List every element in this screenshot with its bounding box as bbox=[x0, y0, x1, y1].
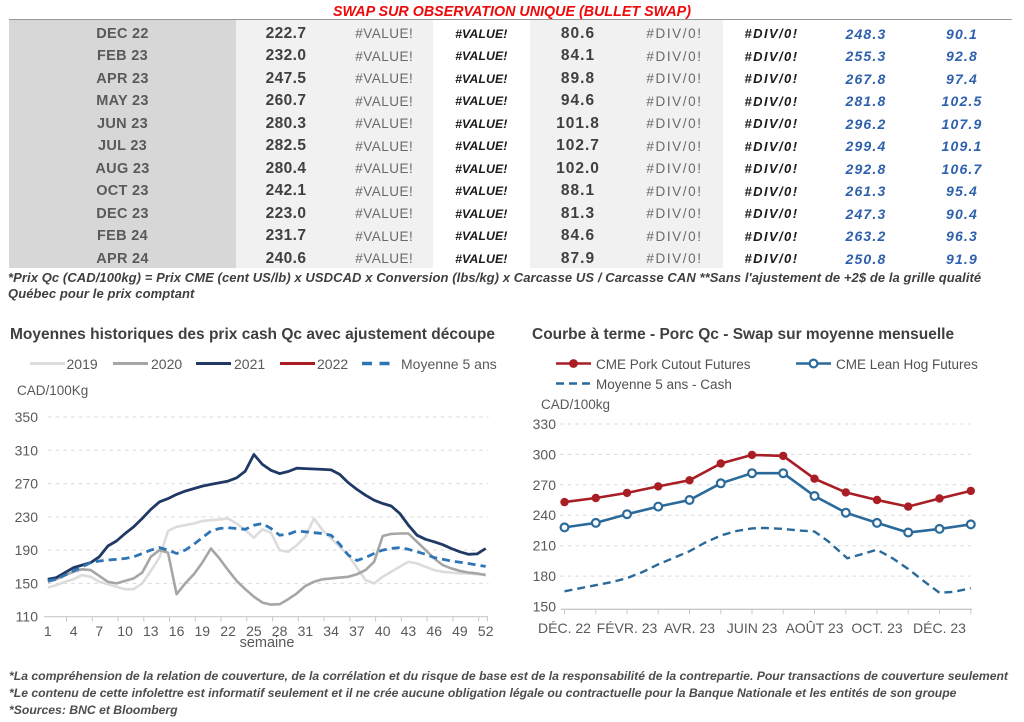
svg-text:230: 230 bbox=[15, 509, 39, 525]
svg-text:150: 150 bbox=[15, 575, 39, 591]
svg-text:28: 28 bbox=[272, 623, 288, 639]
svg-text:180: 180 bbox=[533, 568, 557, 584]
svg-text:semaine: semaine bbox=[240, 635, 295, 651]
svg-text:19: 19 bbox=[195, 623, 211, 639]
svg-text:150: 150 bbox=[533, 599, 557, 615]
svg-text:270: 270 bbox=[15, 476, 39, 492]
svg-text:49: 49 bbox=[452, 623, 468, 639]
svg-text:Moyennes historiques des prix: Moyennes historiques des prix cash Qc av… bbox=[10, 326, 495, 343]
svg-text:16: 16 bbox=[169, 623, 185, 639]
svg-text:37: 37 bbox=[349, 623, 365, 639]
svg-text:40: 40 bbox=[375, 623, 391, 639]
svg-text:240: 240 bbox=[533, 507, 557, 523]
svg-text:25: 25 bbox=[246, 623, 262, 639]
svg-text:4: 4 bbox=[70, 623, 78, 639]
svg-text:310: 310 bbox=[15, 442, 39, 458]
svg-text:CAD/100kg: CAD/100kg bbox=[541, 397, 610, 412]
svg-text:FÉVR. 23: FÉVR. 23 bbox=[597, 620, 658, 636]
svg-text:22: 22 bbox=[220, 623, 236, 639]
svg-text:CAD/100Kg: CAD/100Kg bbox=[17, 383, 88, 398]
svg-text:Moyenne 5 ans: Moyenne 5 ans bbox=[401, 356, 497, 372]
svg-text:DÉC. 22: DÉC. 22 bbox=[538, 620, 591, 636]
svg-text:CME Pork Cutout Futures: CME Pork Cutout Futures bbox=[596, 357, 751, 372]
svg-text:AOÛT 23: AOÛT 23 bbox=[785, 620, 843, 636]
svg-text:52: 52 bbox=[478, 623, 494, 639]
svg-text:34: 34 bbox=[323, 623, 339, 639]
svg-text:1: 1 bbox=[44, 623, 52, 639]
svg-text:2021: 2021 bbox=[234, 356, 265, 372]
svg-text:OCT. 23: OCT. 23 bbox=[851, 620, 903, 636]
svg-text:2019: 2019 bbox=[67, 356, 98, 372]
svg-text:2022: 2022 bbox=[317, 356, 348, 372]
svg-text:43: 43 bbox=[401, 623, 417, 639]
svg-text:350: 350 bbox=[15, 409, 39, 425]
svg-text:300: 300 bbox=[533, 446, 557, 462]
svg-text:AVR. 23: AVR. 23 bbox=[664, 620, 715, 636]
svg-text:7: 7 bbox=[95, 623, 103, 639]
svg-text:46: 46 bbox=[426, 623, 442, 639]
svg-text:10: 10 bbox=[117, 623, 133, 639]
svg-text:31: 31 bbox=[298, 623, 314, 639]
svg-text:270: 270 bbox=[533, 477, 557, 493]
svg-text:190: 190 bbox=[15, 542, 39, 558]
svg-text:JUIN 23: JUIN 23 bbox=[727, 620, 778, 636]
svg-text:DÉC. 23: DÉC. 23 bbox=[913, 620, 966, 636]
svg-text:2020: 2020 bbox=[151, 356, 182, 372]
svg-text:Courbe à terme - Porc Qc - Swa: Courbe à terme - Porc Qc - Swap sur moye… bbox=[532, 326, 954, 343]
svg-text:Moyenne 5 ans - Cash: Moyenne 5 ans - Cash bbox=[596, 377, 732, 392]
svg-text:330: 330 bbox=[533, 416, 557, 432]
svg-text:CME Lean Hog Futures: CME Lean Hog Futures bbox=[836, 357, 978, 372]
svg-text:210: 210 bbox=[533, 538, 557, 554]
svg-text:110: 110 bbox=[16, 609, 39, 625]
svg-text:13: 13 bbox=[143, 623, 159, 639]
